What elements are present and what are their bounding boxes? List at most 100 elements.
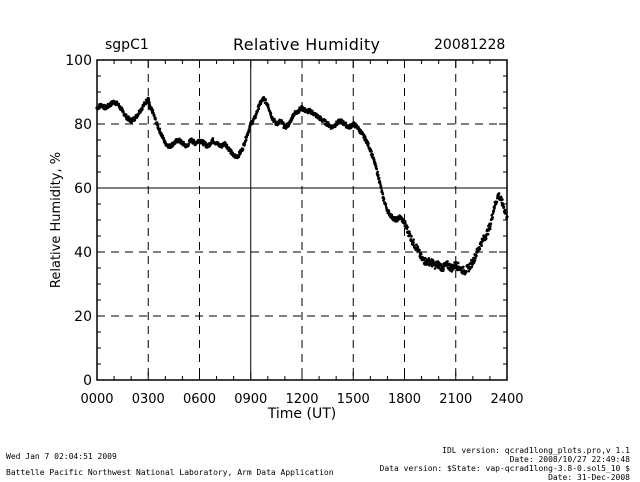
data-point (151, 108, 155, 112)
y-tick-label: 100 (65, 53, 92, 69)
data-point (500, 201, 504, 205)
data-point (470, 258, 474, 262)
data-point (368, 146, 372, 150)
data-point (472, 256, 475, 260)
data-point (162, 136, 166, 140)
data-point (287, 124, 290, 128)
footer-data-version: Data version: $State: vap-qcrad1long-3.8… (379, 464, 630, 473)
data-point (462, 265, 465, 269)
data-point (497, 192, 501, 195)
data-point (377, 177, 380, 181)
data-point (375, 167, 379, 171)
data-point (503, 208, 507, 212)
data-point (244, 138, 248, 142)
x-tick-label: 0300 (132, 392, 165, 407)
data-point (462, 269, 466, 272)
data-point (147, 98, 151, 101)
data-point (370, 150, 373, 153)
data-point (254, 115, 257, 119)
data-point (419, 252, 423, 256)
data-point (442, 268, 445, 271)
data-point (282, 121, 285, 125)
data-point (403, 219, 407, 223)
footer-data-date: Date: 31-Dec-2008 (548, 473, 630, 482)
y-tick-label: 60 (74, 181, 92, 197)
data-point (384, 202, 388, 206)
data-point (473, 259, 477, 262)
data-point (303, 106, 307, 110)
data-point (433, 267, 437, 270)
data-point (486, 232, 490, 236)
data-point (502, 205, 506, 209)
data-point (261, 99, 264, 102)
data-point (187, 142, 191, 146)
data-point (474, 256, 477, 260)
data-point (416, 245, 420, 249)
data-point (372, 156, 375, 160)
data-point (380, 186, 383, 190)
data-point (366, 144, 370, 148)
data-point (465, 270, 468, 273)
data-point (446, 260, 449, 263)
data-point (247, 129, 251, 132)
data-point (367, 142, 370, 145)
data-point (372, 158, 376, 162)
data-point (376, 173, 380, 177)
data-point (495, 200, 499, 204)
data-point (489, 222, 493, 226)
footer-version-block: IDL version: qcrad1long_plots.pro,v 1.1 … (380, 446, 630, 482)
data-point (381, 192, 385, 196)
data-point (211, 137, 215, 140)
data-point (412, 238, 415, 241)
data-point (454, 260, 458, 264)
data-point (269, 111, 273, 115)
data-point (230, 149, 233, 153)
axis-ticks (96, 59, 508, 381)
data-point (344, 121, 348, 125)
y-axis-label: Relative Humidity, % (49, 152, 64, 288)
data-point (382, 197, 386, 201)
data-point (421, 256, 425, 259)
data-point (156, 124, 160, 128)
data-point (342, 120, 345, 123)
x-tick-label: 1800 (388, 392, 421, 407)
data-point (237, 155, 241, 159)
data-point (374, 162, 377, 165)
data-point (431, 258, 435, 262)
data-point (440, 264, 444, 268)
y-tick-label: 80 (74, 117, 92, 133)
data-point (204, 141, 207, 145)
data-point (241, 147, 245, 151)
data-point (475, 254, 478, 258)
data-point (430, 264, 434, 268)
data-point (254, 113, 258, 117)
data-point (492, 209, 496, 212)
footer-timestamp: Wed Jan 7 02:04:51 2009 (6, 452, 117, 461)
data-point (387, 210, 391, 213)
data-point (223, 140, 227, 144)
x-tick-label: 0600 (183, 392, 216, 407)
data-point (142, 104, 145, 108)
footer-lab: Battelle Pacific Northwest National Labo… (6, 468, 334, 477)
data-point (225, 143, 229, 147)
data-point (460, 269, 464, 272)
site-label: sgpC1 (105, 37, 149, 53)
data-point (154, 118, 157, 121)
data-point (415, 243, 418, 246)
data-point (374, 164, 378, 168)
data-point (153, 114, 156, 117)
data-points (95, 96, 509, 276)
data-point (404, 221, 407, 225)
data-point (376, 170, 379, 174)
data-point (478, 247, 482, 251)
data-point (422, 258, 426, 262)
data-point (158, 127, 162, 131)
data-point (301, 105, 304, 109)
data-point (484, 236, 488, 240)
data-point (491, 216, 494, 219)
data-point (141, 107, 144, 111)
y-tick-label: 0 (83, 373, 92, 389)
chart-title: Relative Humidity (233, 35, 381, 54)
data-point (117, 102, 120, 106)
